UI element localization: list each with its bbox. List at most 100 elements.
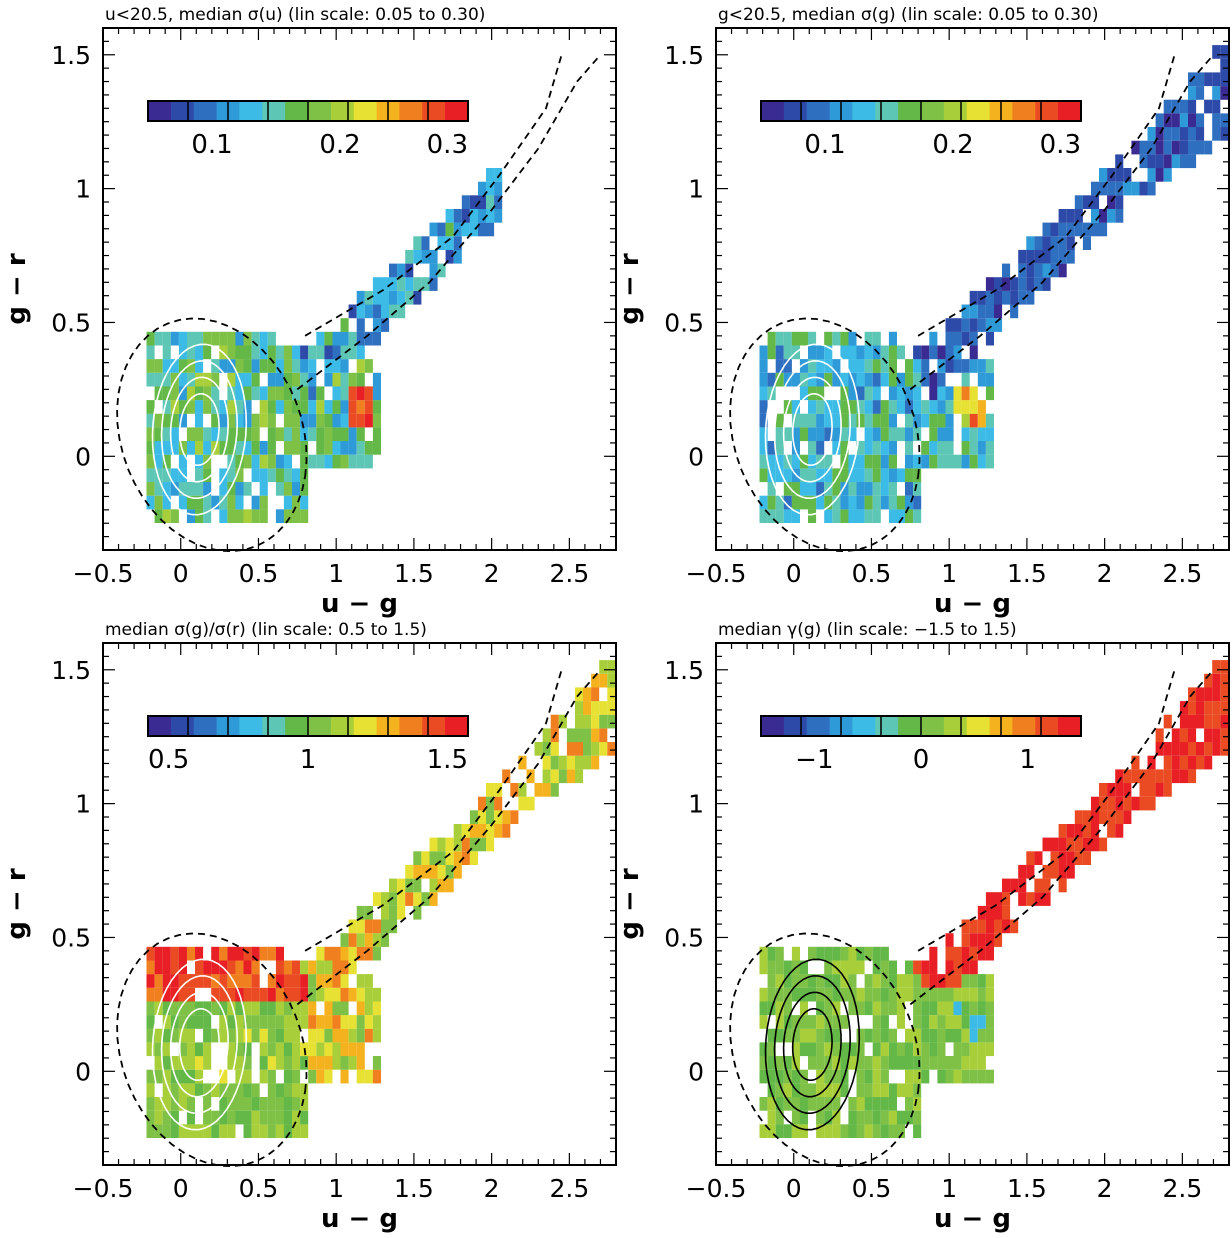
heatmap-cell bbox=[235, 345, 244, 360]
heatmap-cell bbox=[356, 1001, 365, 1016]
heatmap-cell bbox=[316, 960, 325, 975]
heatmap-cell bbox=[888, 1097, 897, 1111]
inner-contour bbox=[169, 991, 229, 1098]
heatmap-cell bbox=[186, 331, 195, 346]
heatmap-cell bbox=[913, 1083, 922, 1098]
heatmap-cell bbox=[856, 1001, 865, 1016]
heatmap-cell bbox=[413, 864, 422, 879]
heatmap-cell bbox=[913, 1001, 922, 1016]
colorbar-label: 0.2 bbox=[932, 130, 973, 160]
heatmap-cell bbox=[1099, 168, 1108, 182]
heatmap-cell bbox=[203, 345, 212, 360]
heatmap-cell bbox=[324, 427, 333, 442]
heatmap-cell bbox=[1034, 878, 1043, 893]
heatmap-cell bbox=[985, 892, 994, 906]
heatmap-cell bbox=[583, 701, 592, 715]
heatmap-cell bbox=[251, 359, 260, 373]
x-tick-label: 2 bbox=[484, 559, 500, 588]
heatmap-cell bbox=[816, 359, 825, 373]
heatmap-cell bbox=[1196, 86, 1205, 100]
heatmap-cell bbox=[913, 359, 922, 373]
colorbar-swatch bbox=[1035, 716, 1059, 736]
heatmap-cell bbox=[195, 441, 204, 455]
heatmap-cell bbox=[832, 400, 841, 414]
heatmap-cell bbox=[162, 427, 171, 442]
heatmap-cell bbox=[969, 441, 978, 455]
x-tick-label: 0 bbox=[173, 1174, 189, 1203]
heatmap-cell bbox=[905, 1028, 914, 1043]
heatmap-cell bbox=[759, 372, 768, 387]
heatmap-cell bbox=[146, 974, 155, 988]
heatmap-cell bbox=[243, 482, 252, 496]
heatmap-cell bbox=[275, 1110, 284, 1125]
heatmap-cell bbox=[235, 1001, 244, 1016]
heatmap-cell bbox=[808, 495, 817, 510]
heatmap-cell bbox=[203, 386, 212, 401]
heatmap-cell bbox=[364, 974, 373, 988]
heatmap-cell bbox=[937, 1069, 946, 1084]
heatmap-cell bbox=[203, 427, 212, 442]
heatmap-cell bbox=[308, 1001, 317, 1016]
heatmap-cell bbox=[219, 1015, 228, 1029]
heatmap-cell bbox=[235, 960, 244, 975]
heatmap-cell bbox=[591, 742, 600, 756]
heatmap-cell bbox=[1091, 837, 1100, 852]
heatmap-cell bbox=[146, 1083, 155, 1098]
heatmap-cell bbox=[267, 427, 276, 442]
heatmap-cell bbox=[864, 1110, 873, 1125]
heatmap-cell bbox=[856, 509, 865, 523]
heatmap-cell bbox=[775, 1069, 784, 1084]
heatmap-cell bbox=[799, 359, 808, 373]
heatmap-cell bbox=[856, 1056, 865, 1070]
heatmap-cell bbox=[775, 974, 784, 988]
heatmap-cell bbox=[1002, 290, 1011, 305]
heatmap-cell bbox=[170, 482, 179, 496]
heatmap-cell bbox=[1212, 72, 1221, 87]
heatmap-cell bbox=[945, 987, 954, 1002]
heatmap-cell bbox=[913, 960, 922, 975]
heatmap-cell bbox=[186, 987, 195, 1002]
heatmap-cell bbox=[816, 1028, 825, 1043]
colorbar-swatch bbox=[193, 716, 218, 736]
heatmap-cell bbox=[799, 1069, 808, 1084]
x-tick-label: 2.5 bbox=[549, 559, 589, 588]
colorbar-swatch bbox=[966, 716, 991, 736]
heatmap-cell bbox=[880, 482, 889, 496]
heatmap-cells bbox=[759, 45, 1229, 523]
heatmap-cell bbox=[856, 386, 865, 401]
heatmap-cell bbox=[808, 441, 817, 455]
heatmap-cell bbox=[856, 495, 865, 510]
heatmap-cell bbox=[864, 1097, 873, 1111]
heatmap-cell bbox=[1058, 851, 1067, 865]
heatmap-cell bbox=[316, 987, 325, 1002]
heatmap-cell bbox=[292, 372, 301, 387]
heatmap-cell bbox=[195, 468, 204, 483]
heatmap-cell bbox=[872, 413, 881, 428]
heatmap-cell bbox=[1163, 755, 1172, 770]
heatmap-cell bbox=[251, 468, 260, 483]
heatmap-cell bbox=[243, 960, 252, 975]
heatmap-cell bbox=[913, 454, 922, 469]
heatmap-cell bbox=[905, 960, 914, 975]
heatmap-cell bbox=[227, 1056, 236, 1070]
heatmap-cell bbox=[292, 441, 301, 455]
heatmap-cell bbox=[1155, 168, 1164, 182]
heatmap-cell bbox=[316, 974, 325, 988]
heatmap-cell bbox=[1050, 837, 1059, 852]
heatmap-cell bbox=[275, 987, 284, 1002]
heatmap-cell bbox=[994, 290, 1003, 305]
heatmap-cell bbox=[840, 1042, 849, 1057]
heatmap-cell bbox=[767, 454, 776, 469]
heatmap-cell bbox=[292, 359, 301, 373]
heatmap-cell bbox=[864, 454, 873, 469]
heatmap-cell bbox=[808, 1097, 817, 1111]
heatmap-cell bbox=[195, 946, 204, 961]
y-tick-label: 0.5 bbox=[664, 308, 704, 337]
heatmap-cell bbox=[888, 345, 897, 360]
heatmap-cell bbox=[372, 331, 381, 346]
heatmap-cell bbox=[267, 441, 276, 455]
heatmap-cell bbox=[929, 441, 938, 455]
heatmap-cell bbox=[783, 468, 792, 483]
heatmap-cell bbox=[219, 1110, 228, 1125]
heatmap-cell bbox=[880, 946, 889, 961]
